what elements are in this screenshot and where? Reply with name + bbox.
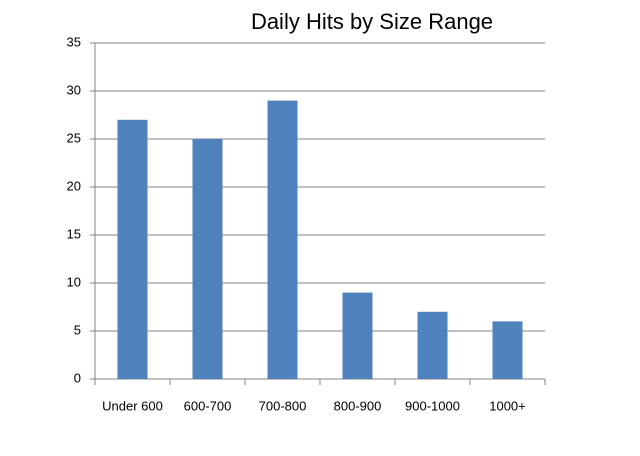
y-tick-label: 20 [67, 178, 81, 193]
bar [192, 139, 223, 379]
y-tick-label: 30 [67, 82, 81, 97]
bar [342, 292, 373, 379]
x-tick-label: 800-900 [334, 398, 382, 413]
y-tick-label: 0 [74, 370, 81, 385]
y-tick-label: 10 [67, 274, 81, 289]
x-tick-label: Under 600 [102, 398, 163, 413]
chart-title: Daily Hits by Size Range [251, 9, 493, 34]
bar [417, 311, 448, 379]
y-tick-label: 35 [67, 34, 81, 49]
y-tick-label: 5 [74, 322, 81, 337]
x-tick-label: 700-800 [259, 398, 307, 413]
y-tick-label: 25 [67, 130, 81, 145]
bar [117, 119, 148, 380]
bar [492, 321, 523, 379]
x-tick-label: 1000+ [489, 398, 526, 413]
bar [267, 100, 298, 379]
x-tick-label: 600-700 [184, 398, 232, 413]
y-tick-label: 15 [67, 226, 81, 241]
x-tick-label: 900-1000 [405, 398, 460, 413]
